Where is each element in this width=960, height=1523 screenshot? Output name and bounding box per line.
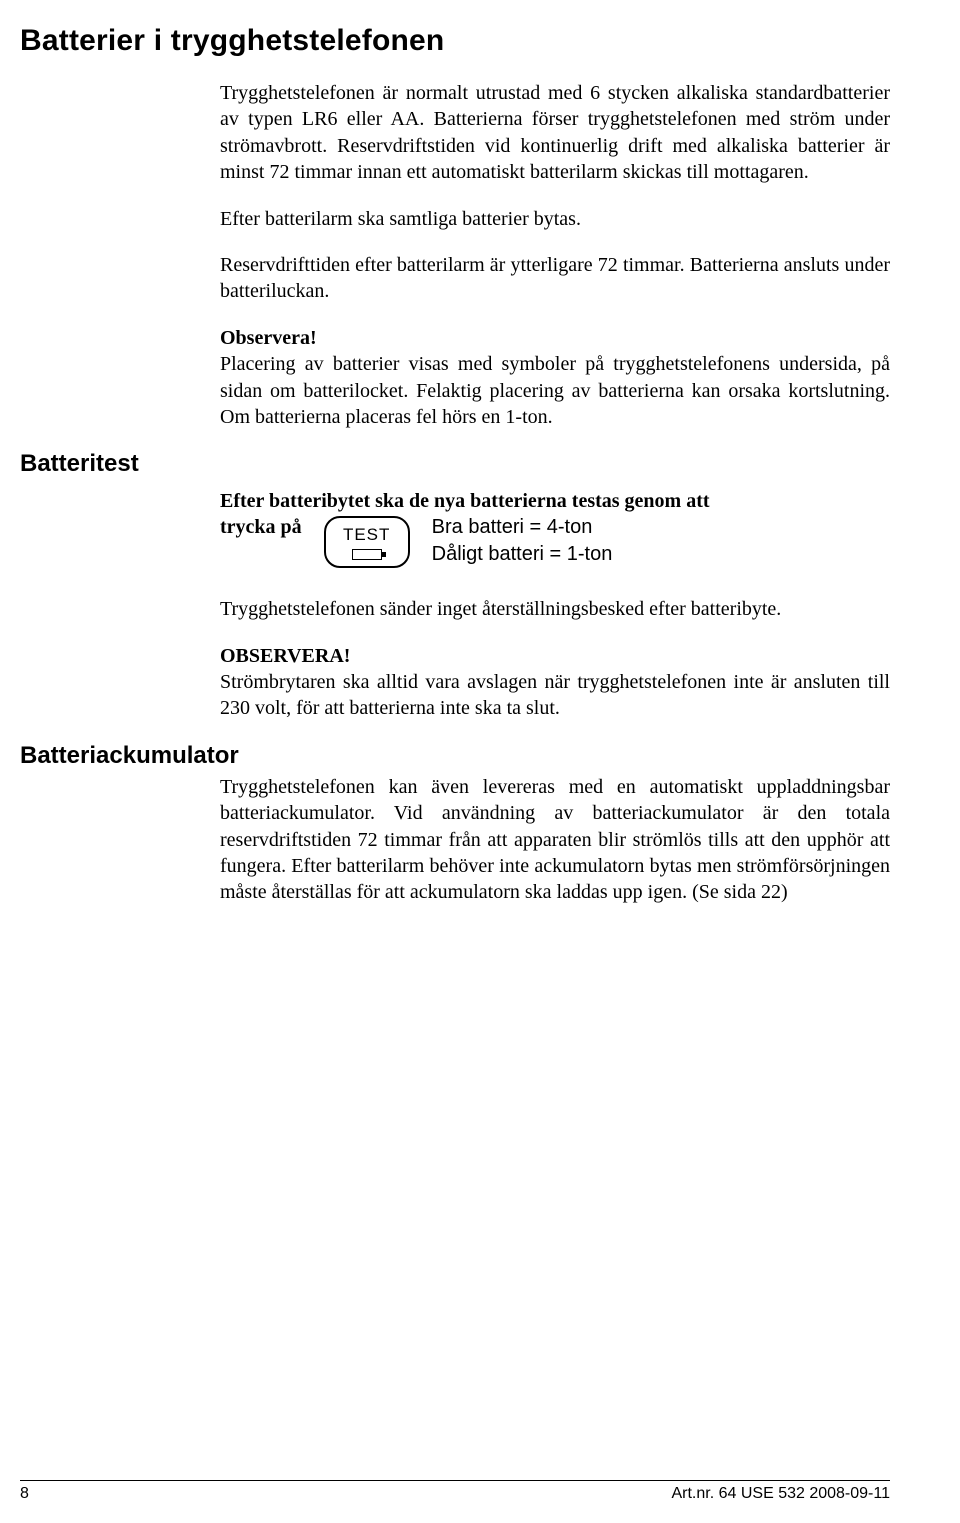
page-footer: 8 Art.nr. 64 USE 532 2008-09-11 bbox=[20, 1480, 890, 1503]
observe-heading-1: Observera! bbox=[220, 327, 317, 349]
batteriackumulator-heading: Batteriackumulator bbox=[20, 742, 890, 770]
batteritest-heading: Batteritest bbox=[20, 450, 890, 478]
legend-bad: Dåligt batteri = 1-ton bbox=[432, 541, 613, 568]
page-title: Batterier i trygghetstelefonen bbox=[20, 24, 890, 58]
test-legend: Bra batteri = 4-ton Dåligt batteri = 1-t… bbox=[432, 514, 613, 568]
observe-body-1: Placering av batterier visas med symbole… bbox=[220, 353, 890, 428]
test-instruction-line1: Efter batteribytet ska de nya batteriern… bbox=[220, 488, 890, 514]
battery-icon bbox=[352, 549, 382, 560]
test-button-illustration: TEST bbox=[324, 516, 410, 568]
paragraph-reserve: Reservdrifttiden efter batterilarm är yt… bbox=[220, 252, 890, 305]
footer-article-date: Art.nr. 64 USE 532 2008-09-11 bbox=[671, 1485, 890, 1503]
observe-body-2: Strömbrytaren ska alltid vara avslagen n… bbox=[220, 671, 890, 719]
batteriackumulator-body: Trygghetstelefonen kan även levereras me… bbox=[220, 774, 890, 906]
observe-heading-2: OBSERVERA! bbox=[220, 645, 350, 667]
paragraph-intro: Trygghetstelefonen är normalt utrustad m… bbox=[220, 80, 890, 186]
footer-page-number: 8 bbox=[20, 1485, 29, 1503]
test-instruction-lead: trycka på bbox=[220, 514, 302, 540]
legend-good: Bra batteri = 4-ton bbox=[432, 514, 613, 541]
paragraph-no-reset: Trygghetstelefonen sänder inget återstäl… bbox=[220, 596, 890, 622]
test-button-label: TEST bbox=[343, 525, 390, 545]
paragraph-after-alarm: Efter batterilarm ska samtliga batterier… bbox=[220, 206, 890, 232]
